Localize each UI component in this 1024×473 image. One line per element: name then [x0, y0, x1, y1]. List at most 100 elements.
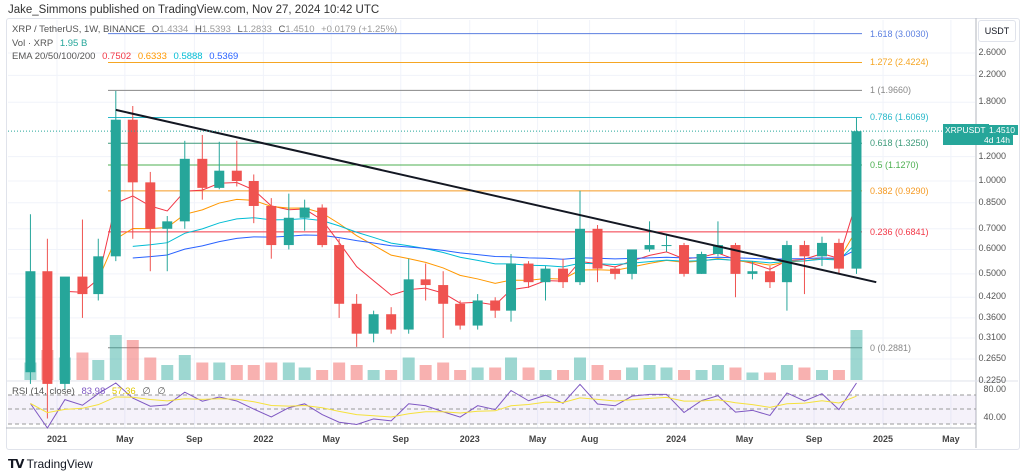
- candle-body: [712, 245, 723, 254]
- candle-body: [764, 271, 775, 283]
- candle-body: [248, 181, 259, 206]
- price-axis-label: 1.2000: [978, 150, 1006, 161]
- price-tag-symbol: XRPUSDT: [945, 125, 986, 135]
- price-axis-label: 2.6000: [978, 46, 1006, 57]
- fib-level-label: 1 (1.9660): [870, 85, 912, 96]
- price-axis-label: 0.6000: [978, 243, 1006, 254]
- volume-bar: [539, 370, 552, 380]
- ema-label[interactable]: EMA 20/50/100/200: [12, 51, 96, 62]
- rsi-extra-1: ∅: [142, 386, 151, 397]
- volume-bar: [437, 362, 450, 380]
- high-value: 1.5393: [201, 24, 231, 35]
- volume-bar: [522, 367, 535, 380]
- rsi-label[interactable]: RSI (14, close): [12, 386, 75, 397]
- volume-bar: [471, 367, 484, 380]
- candle-body: [558, 268, 569, 283]
- volume-bar: [626, 367, 639, 380]
- price-axis-label: 0.5000: [978, 267, 1006, 278]
- candle-body: [730, 245, 741, 274]
- candle-body: [506, 263, 517, 311]
- volume-bar: [298, 367, 311, 380]
- price-axis-label: 0.2650: [978, 352, 1006, 363]
- rsi-legend: RSI (14, close) 83.98 57.36 ∅ ∅: [12, 386, 170, 397]
- candle-body: [574, 228, 585, 283]
- candle-body: [317, 207, 328, 246]
- candle-body: [162, 221, 173, 229]
- fib-level-label: 0.786 (1.6069): [870, 112, 929, 123]
- ema-line-100: [132, 217, 857, 268]
- price-tag-price: 1.4510: [989, 125, 1015, 135]
- candle-body: [179, 158, 190, 222]
- volume-bar: [213, 362, 226, 380]
- volume-bar: [798, 367, 811, 380]
- volume-bar: [763, 372, 776, 380]
- candle-body: [816, 242, 827, 257]
- volume-bar: [316, 370, 329, 380]
- price-axis-label: 0.3100: [978, 331, 1006, 342]
- volume-bar: [609, 370, 622, 380]
- open-value: 1.4334: [159, 24, 189, 35]
- volume-bar: [780, 365, 793, 380]
- rsi-extra-2: ∅: [157, 386, 166, 397]
- ema-50-value: 0.6333: [137, 51, 167, 62]
- volume-bar: [385, 370, 398, 380]
- volume-bar: [92, 360, 105, 380]
- symbol-legend: XRP / TetherUS, 1W, BINANCE O1.4334 H1.5…: [12, 24, 401, 35]
- price-axis-label: 0.8500: [978, 196, 1006, 207]
- volume-bar: [557, 370, 570, 380]
- time-axis-label: Sep: [805, 434, 823, 444]
- volume-bar: [178, 355, 191, 380]
- time-axis-label: May: [942, 434, 960, 444]
- volume-bar: [265, 362, 278, 380]
- candle-body: [627, 249, 638, 274]
- tv-logo-icon: 𝗧𝗩: [8, 457, 25, 471]
- candle-body: [59, 276, 70, 384]
- time-axis-label: Sep: [392, 434, 410, 444]
- candle-body: [386, 314, 397, 330]
- candle-body: [438, 285, 449, 304]
- volume-bar: [746, 372, 759, 380]
- candle-body: [455, 303, 466, 326]
- change-value: +0.0179 (+1.25%): [321, 24, 398, 35]
- price-axis-label: 1.0000: [978, 175, 1006, 185]
- currency-unit-button[interactable]: USDT: [978, 20, 1016, 42]
- price-tag-countdown: 4d 14h: [943, 135, 1013, 145]
- time-axis-label: 2022: [253, 434, 274, 444]
- volume-bar: [230, 365, 243, 380]
- volume-bar: [505, 357, 518, 380]
- volume-bar: [660, 367, 673, 380]
- volume-bar: [402, 357, 415, 380]
- candle-body: [540, 268, 551, 283]
- symbol-name[interactable]: XRP / TetherUS, 1W, BINANCE: [12, 24, 146, 35]
- time-axis-label: 2025: [873, 434, 894, 444]
- candle-body: [420, 279, 431, 286]
- price-axis-label: 0.4200: [978, 291, 1006, 302]
- candle-body: [351, 303, 362, 334]
- candle-body: [523, 263, 534, 283]
- price-axis-label: 0.3600: [978, 311, 1006, 322]
- ema-line-200: [132, 234, 857, 260]
- volume-bar: [196, 362, 209, 380]
- volume-bar: [591, 365, 604, 380]
- candle-body: [266, 205, 277, 246]
- candle-body: [110, 119, 121, 257]
- candle-body: [25, 271, 36, 373]
- volume-bar: [333, 362, 346, 380]
- volume-bar: [109, 335, 122, 380]
- candle-body: [781, 245, 792, 283]
- volume-bar: [643, 365, 656, 380]
- volume-bar: [126, 340, 139, 380]
- candle-body: [368, 314, 379, 334]
- rsi-ma-value: 57.36: [111, 386, 136, 397]
- fib-level-label: 0 (0.2881): [870, 342, 912, 353]
- close-label: C: [278, 24, 286, 35]
- low-value: 1.2833: [242, 24, 272, 35]
- volume-bar: [282, 362, 295, 380]
- published-by: Jake_Simmons published on TradingView.co…: [8, 4, 380, 16]
- fib-level-label: 0.382 (0.9290): [870, 185, 929, 196]
- candle-body: [93, 256, 104, 295]
- trendline: [115, 108, 877, 284]
- volume-bar: [454, 370, 467, 380]
- tradingview-logo[interactable]: 𝗧𝗩 TradingView: [8, 457, 93, 471]
